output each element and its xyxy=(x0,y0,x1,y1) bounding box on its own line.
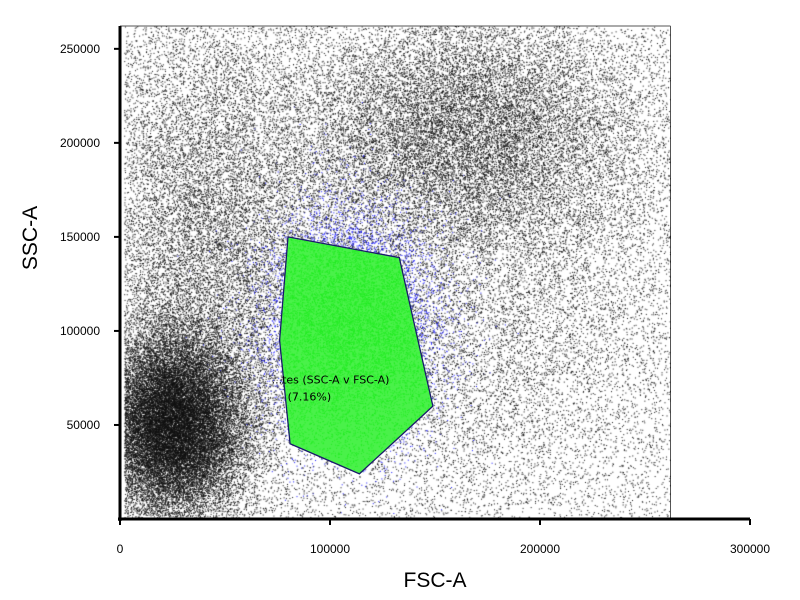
x-tick-label: 0 xyxy=(117,542,124,556)
y-tick-label: 50000 xyxy=(67,418,101,432)
x-tick-label: 300000 xyxy=(730,542,770,556)
x-axis-ticks: 0 100000 200000 300000 xyxy=(117,519,770,556)
gate[interactable]: ...tes (SSC-A v FSC-A) (7.16%) xyxy=(272,236,434,475)
gate-percent-label: (7.16%) xyxy=(288,391,332,404)
x-axis-title: FSC-A xyxy=(404,569,467,592)
y-tick-label: 100000 xyxy=(60,324,100,338)
y-axis-title: SSC-A xyxy=(19,206,42,270)
y-tick-label: 250000 xyxy=(60,42,100,56)
y-tick-label: 150000 xyxy=(60,230,100,244)
gate-label: ...tes (SSC-A v FSC-A) xyxy=(272,374,390,387)
gate-polygon[interactable] xyxy=(278,236,434,475)
x-tick-label: 100000 xyxy=(310,542,350,556)
y-tick-label: 200000 xyxy=(60,136,100,150)
axes: 0 100000 200000 300000 50000 100000 150000 200… xyxy=(60,26,770,556)
x-tick-label: 200000 xyxy=(520,542,560,556)
y-axis-ticks: 50000 100000 150000 200000 250000 xyxy=(60,42,120,432)
